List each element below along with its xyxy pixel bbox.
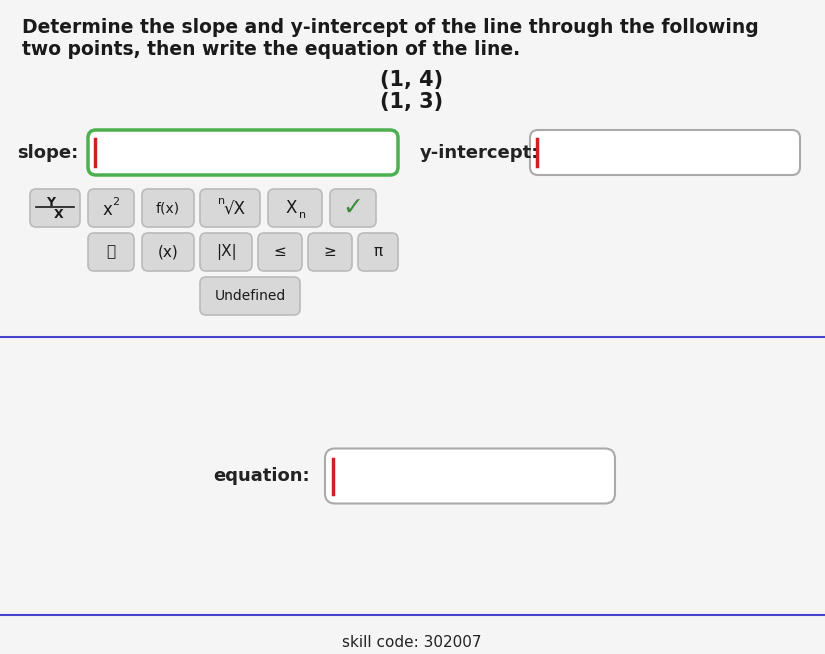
FancyBboxPatch shape (88, 233, 134, 271)
FancyBboxPatch shape (268, 189, 322, 227)
FancyBboxPatch shape (530, 130, 800, 175)
FancyBboxPatch shape (0, 0, 825, 480)
Text: (1, 3): (1, 3) (380, 92, 444, 112)
Text: skill code: 302007: skill code: 302007 (342, 635, 482, 650)
Text: ✓: ✓ (342, 196, 364, 220)
FancyBboxPatch shape (308, 233, 352, 271)
Text: Undefined: Undefined (214, 289, 285, 303)
FancyBboxPatch shape (258, 233, 302, 271)
Text: y-intercept:: y-intercept: (420, 143, 540, 162)
Text: equation:: equation: (214, 467, 310, 485)
Text: π: π (374, 245, 383, 260)
FancyBboxPatch shape (88, 130, 398, 175)
Text: |X|: |X| (215, 244, 237, 260)
Text: Determine the slope and y-intercept of the line through the following: Determine the slope and y-intercept of t… (22, 18, 759, 37)
FancyBboxPatch shape (88, 189, 134, 227)
Text: slope:: slope: (16, 143, 78, 162)
Text: (1, 4): (1, 4) (380, 70, 444, 90)
FancyBboxPatch shape (142, 189, 194, 227)
Text: n: n (219, 196, 225, 206)
FancyBboxPatch shape (200, 277, 300, 315)
FancyBboxPatch shape (142, 233, 194, 271)
Text: Y: Y (46, 196, 55, 209)
Text: f(x): f(x) (156, 201, 180, 215)
Text: ≤: ≤ (274, 245, 286, 260)
Text: √X: √X (223, 201, 245, 219)
Text: (x): (x) (158, 245, 178, 260)
Text: 🗑: 🗑 (106, 245, 116, 260)
FancyBboxPatch shape (200, 189, 260, 227)
Text: x: x (102, 201, 112, 219)
FancyBboxPatch shape (325, 449, 615, 504)
Text: X: X (54, 207, 64, 220)
FancyBboxPatch shape (30, 189, 80, 227)
Text: X: X (285, 199, 297, 217)
Text: ≥: ≥ (323, 245, 337, 260)
FancyBboxPatch shape (358, 233, 398, 271)
FancyBboxPatch shape (200, 233, 252, 271)
Text: n: n (299, 210, 307, 220)
FancyBboxPatch shape (0, 337, 825, 615)
FancyBboxPatch shape (0, 615, 825, 654)
Text: 2: 2 (112, 197, 120, 207)
Text: two points, then write the equation of the line.: two points, then write the equation of t… (22, 40, 520, 59)
FancyBboxPatch shape (330, 189, 376, 227)
